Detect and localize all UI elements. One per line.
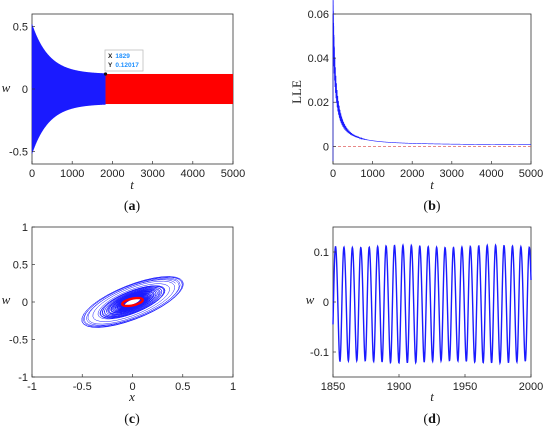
panel-c-xtick-label: 1 bbox=[230, 381, 236, 393]
panel-a-xtick-label: 0 bbox=[29, 168, 35, 180]
panel-a-ytick-label: 0 bbox=[22, 84, 28, 96]
panel-d-xlabel: t bbox=[430, 389, 434, 404]
datatip-marker bbox=[103, 72, 108, 76]
panel-b-xtick-label: 1000 bbox=[360, 168, 384, 180]
panel-a-xtick-label: 2000 bbox=[100, 168, 124, 180]
datatip-x-label: X bbox=[108, 53, 113, 60]
panel-c-ytick-label: -1 bbox=[18, 372, 28, 384]
panel-b-ytick-label: 0.04 bbox=[308, 53, 329, 65]
panel-a-xtick-label: 1000 bbox=[60, 168, 84, 180]
panel-b-xtick-label: 2000 bbox=[400, 168, 424, 180]
panel-b-plot-frame bbox=[332, 13, 532, 165]
panel-c-xtick-label: -1 bbox=[27, 381, 37, 393]
datatip-y-label: Y bbox=[108, 62, 113, 69]
panel-b-xtick-label: 3000 bbox=[440, 168, 464, 180]
panel-a-datatip: X 1829 Y 0.12017 bbox=[103, 49, 144, 76]
panel-b: 0 1000 2000 3000 4000 5000 0 0.02 0.04 0.06 t LLE… bbox=[289, 0, 543, 214]
panel-b-ytick-label: 0.06 bbox=[308, 9, 329, 21]
panel-a-ylabel: w bbox=[2, 80, 11, 95]
panel-b-xtick-label: 5000 bbox=[519, 168, 543, 180]
panel-c-ytick-label: 0.5 bbox=[13, 260, 28, 272]
panel-a-label: (a) bbox=[124, 199, 141, 214]
panel-a-xtick-label: 5000 bbox=[221, 168, 245, 180]
panel-d-xtick-label: 2000 bbox=[519, 381, 543, 393]
panel-d-xtick-label: 1850 bbox=[321, 381, 345, 393]
panel-a-xlabel: t bbox=[130, 177, 134, 192]
panel-a-steady-band bbox=[105, 73, 233, 105]
panel-d-ylabel: w bbox=[306, 292, 315, 307]
panel-c-xtick-label: -0.5 bbox=[73, 381, 92, 393]
panel-d-ytick-label: -0.1 bbox=[310, 347, 329, 359]
panel-d-xtick-label: 1900 bbox=[387, 381, 411, 393]
panel-c-label: (c) bbox=[124, 412, 140, 427]
panel-a-xtick-label: 3000 bbox=[140, 168, 164, 180]
panel-b-xtick-label: 4000 bbox=[479, 168, 503, 180]
panel-c-xtick-label: 0.5 bbox=[175, 381, 190, 393]
panel-b-xlabel: t bbox=[430, 177, 434, 192]
panel-a-xtick-label: 4000 bbox=[181, 168, 205, 180]
svg-text:Y0.12017: Y 0.12017 bbox=[108, 62, 139, 69]
panel-b-ytick-label: 0 bbox=[323, 141, 329, 153]
panel-b-label: (b) bbox=[423, 199, 440, 214]
panel-c-plot-frame bbox=[31, 226, 234, 378]
panel-b-lle-series bbox=[332, 0, 531, 162]
panel-d-ytick-label: 0.1 bbox=[314, 247, 329, 259]
panel-c-ytick-label: 0 bbox=[22, 297, 28, 309]
panel-a-ytick-label: -0.5 bbox=[9, 147, 28, 159]
panel-d-label: (d) bbox=[423, 412, 440, 427]
panel-c-xlabel: x bbox=[128, 389, 135, 404]
panel-d-xtick-label: 1950 bbox=[453, 381, 477, 393]
panel-c-ytick-label: 1 bbox=[22, 222, 28, 234]
panel-a-ytick-label: 0.5 bbox=[13, 22, 28, 34]
panel-c: -1 -0.5 0 0.5 1 -1 -0.5 0 0.5 1 x w (c) bbox=[2, 222, 236, 427]
panel-c-ylabel: w bbox=[2, 292, 11, 307]
panel-d-ytick-label: 0 bbox=[323, 297, 329, 309]
datatip-y-value: 0.12017 bbox=[115, 62, 139, 69]
panel-c-phase-orbit bbox=[81, 276, 184, 328]
panel-d-steady-series bbox=[332, 243, 532, 366]
panel-b-ytick-label: 0.02 bbox=[308, 97, 329, 109]
datatip-box bbox=[104, 49, 144, 72]
datatip-x-value: 1829 bbox=[115, 53, 130, 60]
panel-c-xtick-label: 0 bbox=[129, 381, 135, 393]
panel-a-transient-series bbox=[31, 23, 106, 154]
panel-d: 1850 1900 1950 2000 -0.1 0 0.1 t w (d) bbox=[306, 226, 543, 427]
panel-c-ytick-label: -0.5 bbox=[9, 335, 28, 347]
panel-b-xtick-label: 0 bbox=[330, 168, 336, 180]
panel-b-ylabel: LLE bbox=[289, 80, 304, 104]
panel-c-limit-cycle bbox=[121, 296, 144, 308]
